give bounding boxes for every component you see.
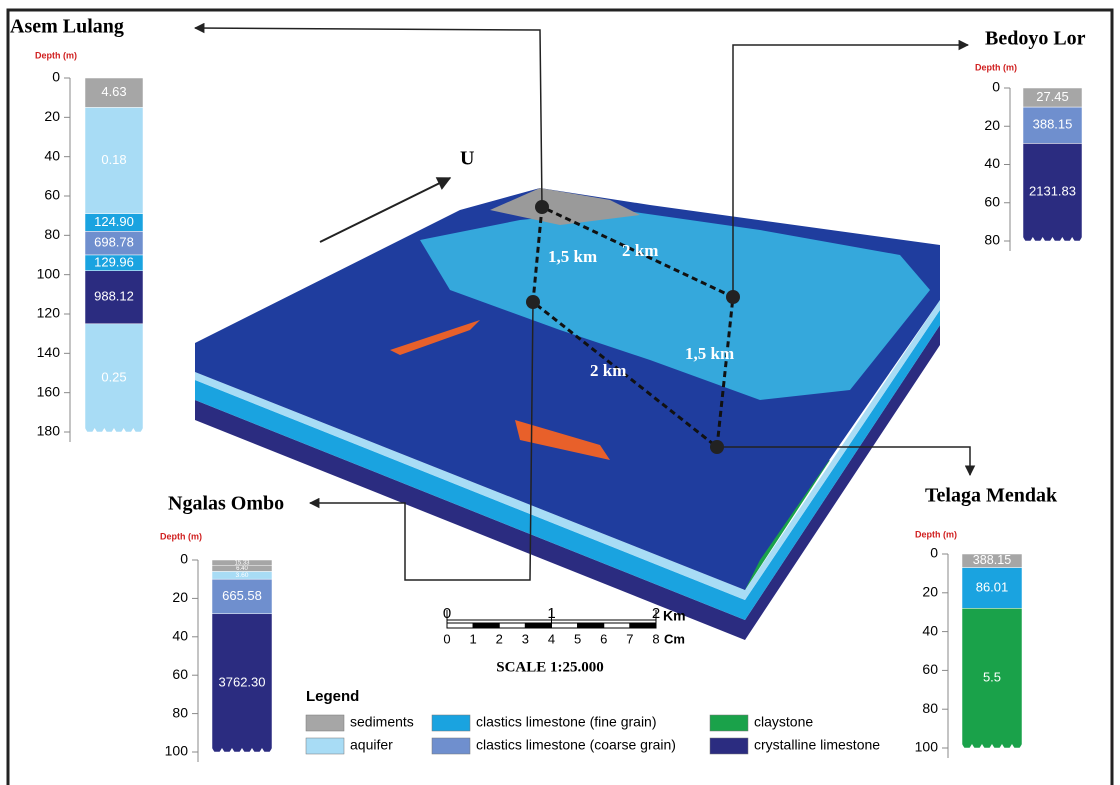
tick-label: 20	[172, 589, 188, 605]
tick-label: 60	[922, 661, 938, 677]
layer-label: 27.45	[1036, 89, 1069, 104]
distance-label: 2 km	[622, 241, 658, 260]
layer-label: 3.60	[236, 572, 249, 579]
scale-cm-label: 1	[470, 631, 477, 646]
depth-label: Depth (m)	[35, 50, 77, 60]
legend-swatch	[432, 738, 470, 754]
tick-label: 180	[37, 423, 61, 439]
layer-label: 388.15	[973, 553, 1011, 567]
layer-label: 665.58	[222, 588, 262, 603]
tick-label: 0	[930, 545, 938, 561]
layer-label: 4.63	[101, 84, 126, 99]
legend-swatch	[710, 738, 748, 754]
layer-label: 0.18	[101, 152, 126, 167]
scale-segment	[604, 623, 630, 628]
scale-cm-unit: Cm	[664, 631, 685, 646]
scale-segment	[525, 623, 551, 628]
tick-label: 140	[37, 344, 61, 360]
scale-segment	[447, 623, 473, 628]
layer-label: 3762.30	[219, 674, 266, 689]
well-name: Ngalas Ombo	[168, 493, 284, 515]
layer-label: 2131.83	[1029, 184, 1076, 199]
scale-km-label: 1	[547, 605, 555, 622]
tick-label: 40	[172, 628, 188, 644]
scale-segment	[578, 623, 604, 628]
scale-cm-label: 5	[574, 631, 581, 646]
scale-cm-label: 8	[652, 631, 659, 646]
scale-cm-label: 4	[548, 631, 555, 646]
scale-km-label: 2	[652, 605, 660, 622]
depth-label: Depth (m)	[975, 62, 1017, 72]
legend-label: claystone	[754, 714, 813, 730]
legend-label: sediments	[350, 714, 414, 730]
layer-label: 86.01	[976, 579, 1009, 594]
tick-label: 80	[44, 226, 60, 242]
legend-label: clastics limestone (fine grain)	[476, 714, 657, 730]
scale-km-unit: Km	[663, 608, 686, 624]
tick-label: 120	[37, 305, 61, 321]
tick-label: 40	[922, 622, 938, 638]
legend-label: crystalline limestone	[754, 737, 880, 753]
tick-label: 0	[992, 79, 1000, 95]
north-label: U	[460, 148, 474, 170]
tick-label: 160	[37, 383, 61, 399]
well-name: Telaga Mendak	[925, 485, 1058, 507]
layer-label: 124.90	[94, 214, 134, 229]
scale-cm-label: 7	[626, 631, 633, 646]
tick-label: 20	[44, 108, 60, 124]
scale-cm-label: 2	[496, 631, 503, 646]
scale-cm-label: 3	[522, 631, 529, 646]
layer-label: 5.5	[983, 670, 1001, 685]
tick-label: 100	[915, 739, 939, 755]
distance-label: 2 km	[590, 361, 626, 380]
tick-label: 40	[44, 147, 60, 163]
scale-segment	[499, 623, 525, 628]
distance-label: 1,5 km	[548, 247, 597, 266]
legend-title: Legend	[306, 688, 359, 705]
legend-swatch	[306, 738, 344, 754]
well-name: Bedoyo Lor	[985, 28, 1086, 50]
layer-label: 698.78	[94, 235, 134, 250]
legend-swatch	[432, 715, 470, 731]
legend-swatch	[710, 715, 748, 731]
block-diagram	[195, 28, 970, 640]
tick-label: 100	[165, 743, 189, 759]
tick-label: 80	[922, 700, 938, 716]
layer-label: 0.25	[101, 369, 126, 384]
tick-label: 60	[44, 187, 60, 203]
scale-cm-label: 0	[443, 631, 450, 646]
tick-label: 0	[180, 551, 188, 567]
layer-label: 988.12	[94, 289, 134, 304]
distance-label: 1,5 km	[685, 344, 734, 363]
legend-swatch	[306, 715, 344, 731]
tick-label: 100	[37, 265, 61, 281]
depth-label: Depth (m)	[915, 529, 957, 539]
scale-segment	[552, 623, 578, 628]
depth-label: Depth (m)	[160, 531, 202, 541]
figure: Asem LulangDepth (m)02040608010012014016…	[0, 0, 1120, 785]
scale-segment	[473, 623, 499, 628]
scale-title: SCALE 1:25.000	[496, 659, 604, 675]
scale-segment	[630, 623, 656, 628]
tick-label: 20	[922, 584, 938, 600]
scale-cm-label: 6	[600, 631, 607, 646]
tick-label: 80	[984, 232, 1000, 248]
tick-label: 40	[984, 155, 1000, 171]
layer-label: 129.96	[94, 254, 134, 269]
tick-label: 60	[984, 193, 1000, 209]
tick-label: 80	[172, 704, 188, 720]
scale-km-label: 0	[443, 605, 451, 622]
tick-label: 20	[984, 117, 1000, 133]
legend-label: clastics limestone (coarse grain)	[476, 737, 676, 753]
tick-label: 60	[172, 666, 188, 682]
legend-label: aquifer	[350, 737, 393, 753]
well-name: Asem Lulang	[10, 16, 124, 38]
layer-label: 388.15	[1033, 117, 1073, 132]
tick-label: 0	[52, 69, 60, 85]
